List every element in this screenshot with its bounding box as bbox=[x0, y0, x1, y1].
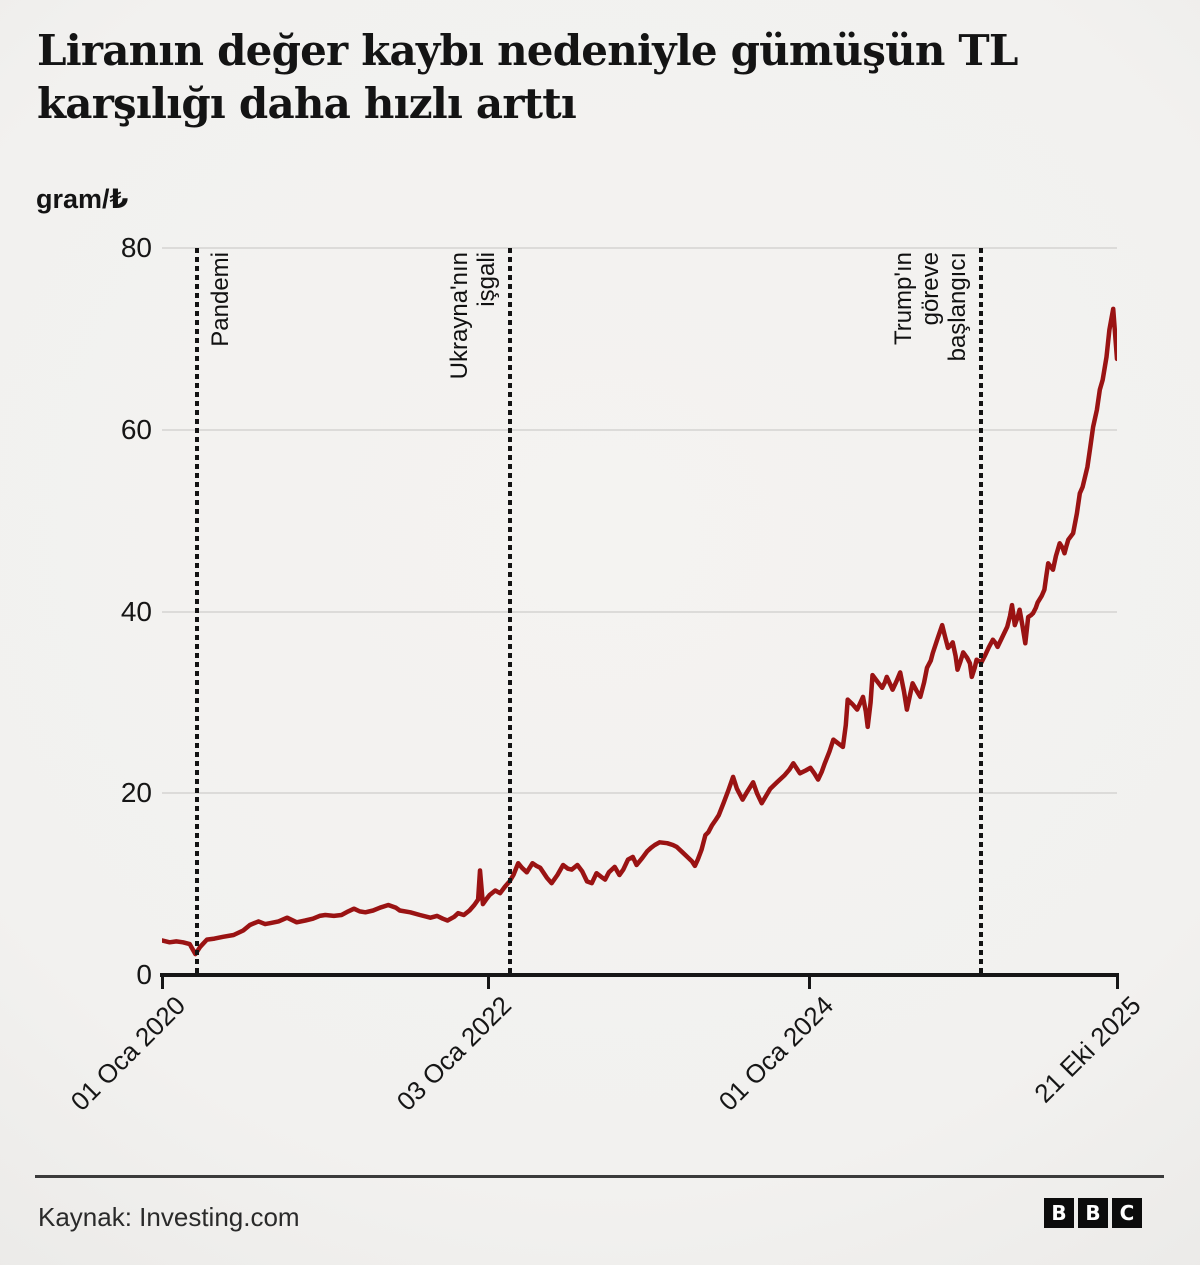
gridline-80 bbox=[162, 247, 1117, 249]
y-axis-tick-label: 40 bbox=[120, 595, 152, 627]
gridline-20 bbox=[162, 792, 1117, 795]
x-axis-tick bbox=[486, 977, 490, 989]
x-axis-tick-label: 01 Oca 2024 bbox=[712, 990, 839, 1117]
x-axis-tick bbox=[1116, 977, 1119, 989]
event-line bbox=[979, 248, 984, 975]
gridline-60 bbox=[162, 428, 1117, 431]
bbc-logo-block-b1: B bbox=[1044, 1198, 1074, 1228]
source-caption: Kaynak: Investing.com bbox=[38, 1202, 300, 1232]
event-label: Trump'ın göreve başlangıcı bbox=[890, 252, 972, 362]
x-axis-tick-label: 01 Oca 2020 bbox=[64, 990, 192, 1117]
price-line-svg bbox=[162, 306, 1117, 957]
event-label: Pandemi bbox=[207, 252, 235, 347]
x-axis-line bbox=[160, 973, 1119, 977]
page-title: Liranın değer kaybı nedeniyle gümüşün TL… bbox=[37, 24, 1167, 130]
page-title-line1: Liranın değer kaybı nedeniyle gümüşün TL bbox=[37, 26, 1018, 75]
footer-divider bbox=[35, 1175, 1164, 1178]
x-axis-tick-label: 21 Eki 2025 bbox=[1027, 990, 1147, 1109]
gridline-40 bbox=[162, 610, 1117, 613]
event-label: Ukrayna'nın işgali bbox=[445, 252, 500, 380]
page-title-line2: karşılığı daha hızlı arttı bbox=[37, 79, 577, 128]
bbc-logo: B B C bbox=[1044, 1198, 1142, 1228]
y-axis-unit-label: gram/₺ bbox=[36, 184, 129, 214]
bbc-logo-block-b2: B bbox=[1078, 1198, 1108, 1228]
event-line bbox=[195, 248, 200, 975]
y-axis-tick-label: 20 bbox=[120, 777, 152, 809]
y-axis-tick-label: 80 bbox=[120, 232, 152, 263]
y-axis-tick-label: 60 bbox=[120, 413, 152, 445]
y-axis-tick-label: 0 bbox=[136, 959, 152, 990]
event-line bbox=[507, 248, 512, 975]
x-axis-tick-label: 03 Oca 2022 bbox=[390, 990, 517, 1117]
x-axis-tick bbox=[161, 977, 164, 989]
bbc-logo-block-c: C bbox=[1112, 1198, 1142, 1228]
price-line bbox=[162, 306, 1117, 957]
x-axis-tick bbox=[808, 977, 812, 989]
